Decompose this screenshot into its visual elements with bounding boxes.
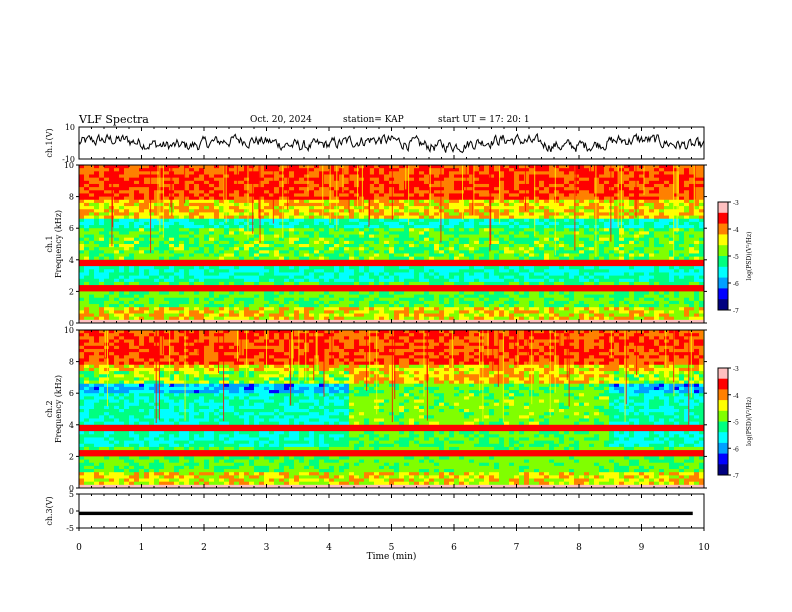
colorbar-tick-label: -3 bbox=[733, 200, 739, 207]
y-tick-label: -5 bbox=[66, 524, 74, 533]
y-tick-label: 4 bbox=[69, 421, 74, 430]
y-axis-label: ch.2 bbox=[45, 400, 54, 417]
spectrogram-cells bbox=[79, 330, 705, 489]
colorbar-tick-label: -5 bbox=[733, 254, 739, 261]
y-tick-label: 6 bbox=[69, 224, 74, 233]
x-axis-label: Time (min) bbox=[367, 551, 417, 562]
station-label: station= KAP bbox=[343, 115, 404, 125]
colorbar-tick-label: -5 bbox=[733, 420, 739, 427]
y-axis-label: ch.1 bbox=[45, 235, 54, 252]
ch3-waveform-panel: 5 0 -5 ch.3(V) bbox=[45, 490, 705, 533]
spectrogram-streaks bbox=[111, 165, 696, 258]
y-axis-label: ch.1(V) bbox=[45, 128, 54, 157]
y-tick-label: 10 bbox=[64, 161, 74, 170]
colorbar-label: log(PSD)(V²/Hz) bbox=[746, 232, 753, 281]
ch1-waveform-panel: 10 -10 ch.1(V) bbox=[45, 123, 705, 164]
colorbar-label: log(PSD)(V²/Hz) bbox=[746, 397, 753, 446]
y-axis-label: Frequency (kHz) bbox=[54, 210, 63, 278]
colorbar-tick-label: -6 bbox=[733, 281, 739, 288]
ch2-colorbar: -3 -4 -5 -6 -7 log(PSD)(V²/Hz) bbox=[717, 366, 753, 480]
ch1-spectrogram-panel: 0 2 4 6 8 10 ch.1 Frequency (kHz) bbox=[45, 161, 707, 328]
x-tick-label: 1 bbox=[139, 543, 145, 553]
x-tick-label: 9 bbox=[639, 543, 645, 553]
y-tick-label: 6 bbox=[69, 389, 74, 398]
y-tick-label: 5 bbox=[69, 490, 74, 499]
colorbar-tick-label: -4 bbox=[733, 393, 739, 400]
x-tick-label: 2 bbox=[201, 543, 207, 553]
y-tick-label: 8 bbox=[69, 193, 74, 202]
x-tick-label: 5 bbox=[389, 543, 395, 553]
figure-title: VLF Spectra bbox=[79, 113, 149, 126]
y-tick-label: 10 bbox=[64, 326, 74, 335]
y-tick-label: 10 bbox=[65, 123, 75, 132]
date-label: Oct. 20, 2024 bbox=[250, 115, 312, 125]
start-time-label: start UT = 17: 20: 1 bbox=[438, 115, 530, 125]
y-tick-label: 2 bbox=[69, 452, 74, 461]
x-tick-label: 0 bbox=[76, 543, 82, 553]
x-tick-label: 7 bbox=[514, 543, 520, 553]
ch2-spectrogram-panel: 0 2 4 6 8 10 ch.2 Frequency (kHz) bbox=[45, 326, 707, 493]
y-tick-label: 0 bbox=[69, 319, 74, 328]
x-tick-label: 4 bbox=[326, 543, 332, 553]
plot-frame bbox=[78, 493, 705, 529]
x-tick-label: 8 bbox=[576, 543, 582, 553]
colorbar-tick-label: -3 bbox=[733, 366, 739, 373]
colorbar-tick-label: -6 bbox=[733, 446, 739, 453]
time-axis: 0 1 2 3 4 5 6 7 8 9 10 Time (min) bbox=[76, 528, 710, 562]
y-tick-label: 2 bbox=[69, 287, 74, 296]
ch1-colorbar: -3 -4 -5 -6 -7 log(PSD)(V²/Hz) bbox=[717, 200, 753, 315]
colorbar-tick-label: -7 bbox=[733, 473, 739, 480]
y-tick-label: 0 bbox=[69, 484, 74, 493]
spectrogram-cells bbox=[79, 165, 705, 324]
x-tick-label: 6 bbox=[451, 543, 457, 553]
y-tick-label: 0 bbox=[69, 507, 74, 516]
colorbar-tick-label: -7 bbox=[733, 308, 739, 315]
y-tick-label: 4 bbox=[69, 256, 74, 265]
y-axis-label: Frequency (kHz) bbox=[54, 375, 63, 443]
ch1-trace bbox=[78, 132, 705, 154]
x-tick-label: 10 bbox=[698, 543, 710, 553]
y-tick-label: -10 bbox=[62, 155, 75, 164]
y-axis-label: ch.3(V) bbox=[45, 496, 54, 525]
ch3-trace bbox=[79, 511, 693, 516]
y-tick-label: 8 bbox=[69, 358, 74, 367]
x-tick-label: 3 bbox=[264, 543, 270, 553]
colorbar-tick-label: -4 bbox=[733, 227, 739, 234]
